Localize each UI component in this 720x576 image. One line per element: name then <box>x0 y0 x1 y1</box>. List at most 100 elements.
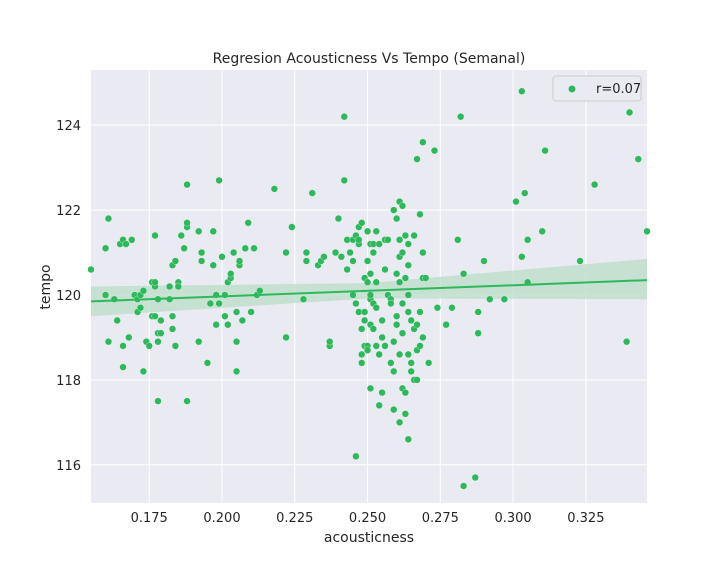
data-point <box>401 410 409 418</box>
data-point <box>282 248 290 257</box>
data-point <box>125 333 133 341</box>
data-point <box>346 248 354 257</box>
y-tick-label: 120 <box>56 289 81 304</box>
data-point <box>157 316 165 325</box>
data-point <box>230 248 238 257</box>
data-point <box>363 346 372 354</box>
data-point <box>413 376 421 384</box>
data-point <box>393 321 401 329</box>
data-point <box>215 176 223 184</box>
data-point <box>591 181 599 189</box>
x-tick-label: 0.250 <box>349 511 386 526</box>
data-point <box>119 342 127 350</box>
y-axis-label: tempo <box>38 264 54 309</box>
data-point <box>358 359 366 367</box>
data-point <box>521 189 529 197</box>
regression-line <box>90 279 648 303</box>
x-tick-label: 0.275 <box>422 511 459 526</box>
data-point <box>375 401 383 409</box>
data-point <box>366 270 375 278</box>
data-point <box>390 338 398 346</box>
data-point <box>302 257 310 265</box>
data-point <box>413 321 421 329</box>
data-point <box>413 155 421 163</box>
legend-marker <box>568 85 576 93</box>
data-point <box>168 312 177 320</box>
data-point <box>174 282 182 291</box>
data-point <box>390 367 398 375</box>
data-point <box>224 321 232 329</box>
data-point <box>238 316 246 325</box>
data-point <box>378 333 386 341</box>
y-tick-label: 116 <box>56 459 81 474</box>
data-point <box>340 176 348 184</box>
data-point <box>387 299 395 308</box>
data-point <box>433 304 441 312</box>
data-point <box>122 240 130 248</box>
data-point <box>352 452 360 460</box>
data-point <box>221 312 229 320</box>
data-point <box>457 113 465 121</box>
data-point <box>448 304 456 312</box>
data-point <box>244 219 252 227</box>
data-point <box>331 248 340 257</box>
data-point <box>396 236 404 244</box>
regression-line-group <box>90 279 648 303</box>
data-point <box>369 325 377 333</box>
data-point <box>398 329 407 337</box>
data-point <box>250 244 258 252</box>
data-point <box>102 244 110 252</box>
data-point <box>218 253 226 261</box>
data-point <box>320 253 328 261</box>
data-point <box>157 329 165 337</box>
data-point <box>474 329 482 337</box>
data-point <box>460 270 468 278</box>
data-point <box>247 308 255 316</box>
data-point <box>442 321 450 329</box>
data-point <box>349 291 357 299</box>
x-tick-label: 0.175 <box>131 511 168 526</box>
data-point <box>419 138 427 146</box>
data-point <box>215 299 223 308</box>
data-point <box>416 210 424 218</box>
x-tick-label: 0.200 <box>203 511 240 526</box>
data-point <box>643 227 651 235</box>
data-point <box>538 227 546 235</box>
data-point <box>212 321 220 329</box>
data-point <box>198 248 206 257</box>
data-point <box>398 202 407 210</box>
data-point <box>518 87 526 95</box>
confidence-band-area <box>91 258 647 317</box>
data-point <box>363 227 372 235</box>
data-point <box>378 389 386 397</box>
data-point <box>355 236 363 244</box>
data-point <box>396 278 404 286</box>
data-point <box>576 257 584 265</box>
data-point <box>183 219 191 227</box>
data-point <box>430 147 439 155</box>
data-point <box>518 253 526 261</box>
data-point <box>398 299 407 308</box>
x-axis-label: acousticness <box>324 530 414 546</box>
legend: r=0.07 <box>552 75 642 102</box>
data-point <box>154 338 162 346</box>
data-point <box>183 181 191 189</box>
data-point <box>401 389 409 397</box>
data-point <box>454 236 462 244</box>
data-point <box>171 342 179 350</box>
data-point <box>358 325 366 333</box>
data-point <box>393 215 401 223</box>
data-point <box>326 338 334 346</box>
data-point <box>358 350 366 358</box>
y-tick-label: 124 <box>56 119 81 134</box>
data-point <box>500 295 508 303</box>
data-point <box>104 215 113 223</box>
data-point <box>203 359 211 367</box>
data-point <box>358 219 366 227</box>
data-point <box>407 367 415 375</box>
data-point <box>232 308 241 316</box>
data-point <box>136 304 145 312</box>
data-point <box>366 384 375 392</box>
data-point <box>404 435 412 443</box>
data-point <box>104 338 113 346</box>
